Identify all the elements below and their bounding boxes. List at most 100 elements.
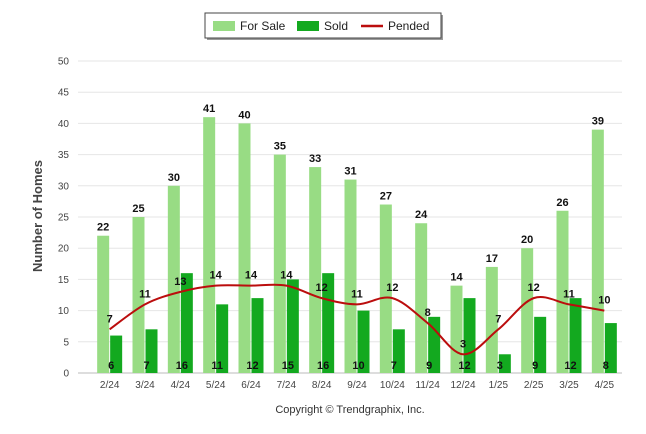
- x-tick-label-6-24: 6/24: [241, 380, 261, 391]
- legend: For Sale Sold Pended: [204, 12, 443, 40]
- label-for-sale-1-25: 17: [486, 253, 498, 265]
- x-tick-label-8-24: 8/24: [312, 380, 332, 391]
- label-sold-3-24: 7: [143, 360, 149, 372]
- y-tick-label: 0: [63, 369, 69, 380]
- y-tick-label: 10: [58, 306, 70, 317]
- bar-for-sale-10-24: [379, 204, 392, 373]
- bar-for-sale-2-25: [521, 248, 534, 373]
- label-for-sale-3-25: 26: [556, 197, 568, 209]
- bar-for-sale-9-24: [344, 179, 357, 373]
- legend-box: [204, 12, 442, 39]
- legend-swatch-sold: [297, 21, 319, 31]
- label-for-sale-2-25: 20: [521, 234, 533, 246]
- y-tick-label: 5: [63, 337, 69, 348]
- bar-for-sale-8-24: [309, 167, 322, 373]
- label-sold-1-25: 3: [497, 360, 503, 372]
- bar-for-sale-7-24: [273, 154, 286, 373]
- label-for-sale-6-24: 40: [238, 109, 250, 121]
- pended-line: [109, 283, 605, 356]
- bar-sold-6-24: [251, 298, 264, 373]
- y-tick-label: 45: [58, 88, 70, 99]
- label-pended-4-25: 10: [598, 295, 610, 307]
- label-pended-2-25: 12: [528, 282, 540, 294]
- label-pended-2-24: 7: [107, 313, 113, 325]
- x-tick-label-3-25: 3/25: [559, 380, 579, 391]
- label-sold-5-24: 11: [211, 360, 223, 372]
- label-for-sale-4-25: 39: [592, 116, 604, 128]
- y-tick-label: 35: [58, 150, 70, 161]
- x-tick-label-4-25: 4/25: [595, 380, 615, 391]
- bar-sold-3-25: [569, 298, 582, 373]
- label-sold-3-25: 12: [564, 360, 576, 372]
- bars: [97, 117, 617, 374]
- label-pended-5-24: 14: [210, 270, 223, 282]
- bar-for-sale-3-24: [132, 217, 145, 373]
- x-tick-label-2-25: 2/25: [524, 380, 544, 391]
- bar-for-sale-2-24: [97, 235, 110, 373]
- bar-sold-9-24: [357, 310, 370, 373]
- legend-label-for-sale: For Sale: [240, 19, 286, 33]
- bar-sold-10-24: [392, 329, 405, 373]
- bar-sold-11-24: [428, 316, 441, 373]
- x-tick-label-5-24: 5/24: [206, 380, 226, 391]
- bar-sold-2-24: [110, 335, 123, 373]
- label-for-sale-12-24: 14: [450, 272, 463, 284]
- y-tick-label: 30: [58, 181, 70, 192]
- label-pended-9-24: 11: [351, 288, 363, 300]
- label-for-sale-5-24: 41: [203, 103, 215, 115]
- x-tick-label-10-24: 10/24: [380, 380, 405, 391]
- x-tick-label-11-24: 11/24: [416, 380, 441, 391]
- y-tick-label: 20: [58, 244, 70, 255]
- copyright-credit: Copyright © Trendgraphix, Inc.: [275, 404, 424, 416]
- label-sold-9-24: 10: [352, 360, 364, 372]
- label-pended-6-24: 14: [245, 270, 258, 282]
- label-sold-8-24: 16: [317, 360, 329, 372]
- label-for-sale-7-24: 35: [274, 141, 286, 153]
- x-tick-label-3-24: 3/24: [135, 380, 155, 391]
- y-axis-title: Number of Homes: [30, 160, 45, 272]
- bar-sold-7-24: [286, 279, 299, 373]
- y-tick-label: 50: [58, 57, 70, 68]
- label-pended-4-24: 13: [174, 276, 186, 288]
- x-tick-label-4-24: 4/24: [171, 380, 191, 391]
- x-tick-label-1-25: 1/25: [489, 380, 509, 391]
- x-tick-label-2-24: 2/24: [100, 380, 120, 391]
- legend-label-sold: Sold: [324, 19, 348, 33]
- label-for-sale-9-24: 31: [344, 166, 356, 178]
- x-tick-label-7-24: 7/24: [277, 380, 297, 391]
- bar-for-sale-4-25: [591, 129, 604, 373]
- label-for-sale-10-24: 27: [380, 191, 392, 203]
- label-sold-12-24: 12: [458, 360, 470, 372]
- legend-swatch-for-sale: [213, 21, 235, 31]
- y-axis-ticks: 0 5 10 15 20 25 30 35 40 45 50: [58, 57, 70, 380]
- bar-for-sale-3-25: [556, 210, 569, 373]
- label-sold-2-25: 9: [532, 360, 538, 372]
- y-tick-label: 25: [58, 213, 70, 224]
- label-for-sale-8-24: 33: [309, 153, 321, 165]
- label-sold-11-24: 9: [426, 360, 432, 372]
- label-pended-11-24: 8: [425, 307, 431, 319]
- label-for-sale-2-24: 22: [97, 222, 109, 234]
- bar-sold-2-25: [534, 316, 547, 373]
- label-sold-2-24: 6: [108, 360, 114, 372]
- bar-for-sale-5-24: [203, 117, 216, 373]
- bar-for-sale-11-24: [415, 223, 428, 373]
- label-pended-10-24: 12: [386, 282, 398, 294]
- bar-sold-3-24: [145, 329, 158, 373]
- x-tick-label-9-24: 9/24: [347, 380, 367, 391]
- y-tick-label: 40: [58, 119, 70, 130]
- label-sold-4-25: 8: [603, 360, 609, 372]
- label-pended-1-25: 7: [495, 313, 501, 325]
- bar-sold-4-25: [604, 323, 617, 373]
- label-pended-3-24: 11: [139, 288, 151, 300]
- label-pended-7-24: 14: [280, 270, 293, 282]
- label-pended-3-25: 11: [563, 288, 575, 300]
- bar-for-sale-6-24: [238, 123, 251, 374]
- label-sold-4-24: 16: [176, 360, 188, 372]
- label-pended-12-24: 3: [460, 338, 466, 350]
- label-for-sale-3-24: 25: [132, 203, 144, 215]
- bar-sold-1-25: [498, 354, 511, 373]
- label-sold-10-24: 7: [391, 360, 397, 372]
- label-for-sale-11-24: 24: [415, 209, 428, 221]
